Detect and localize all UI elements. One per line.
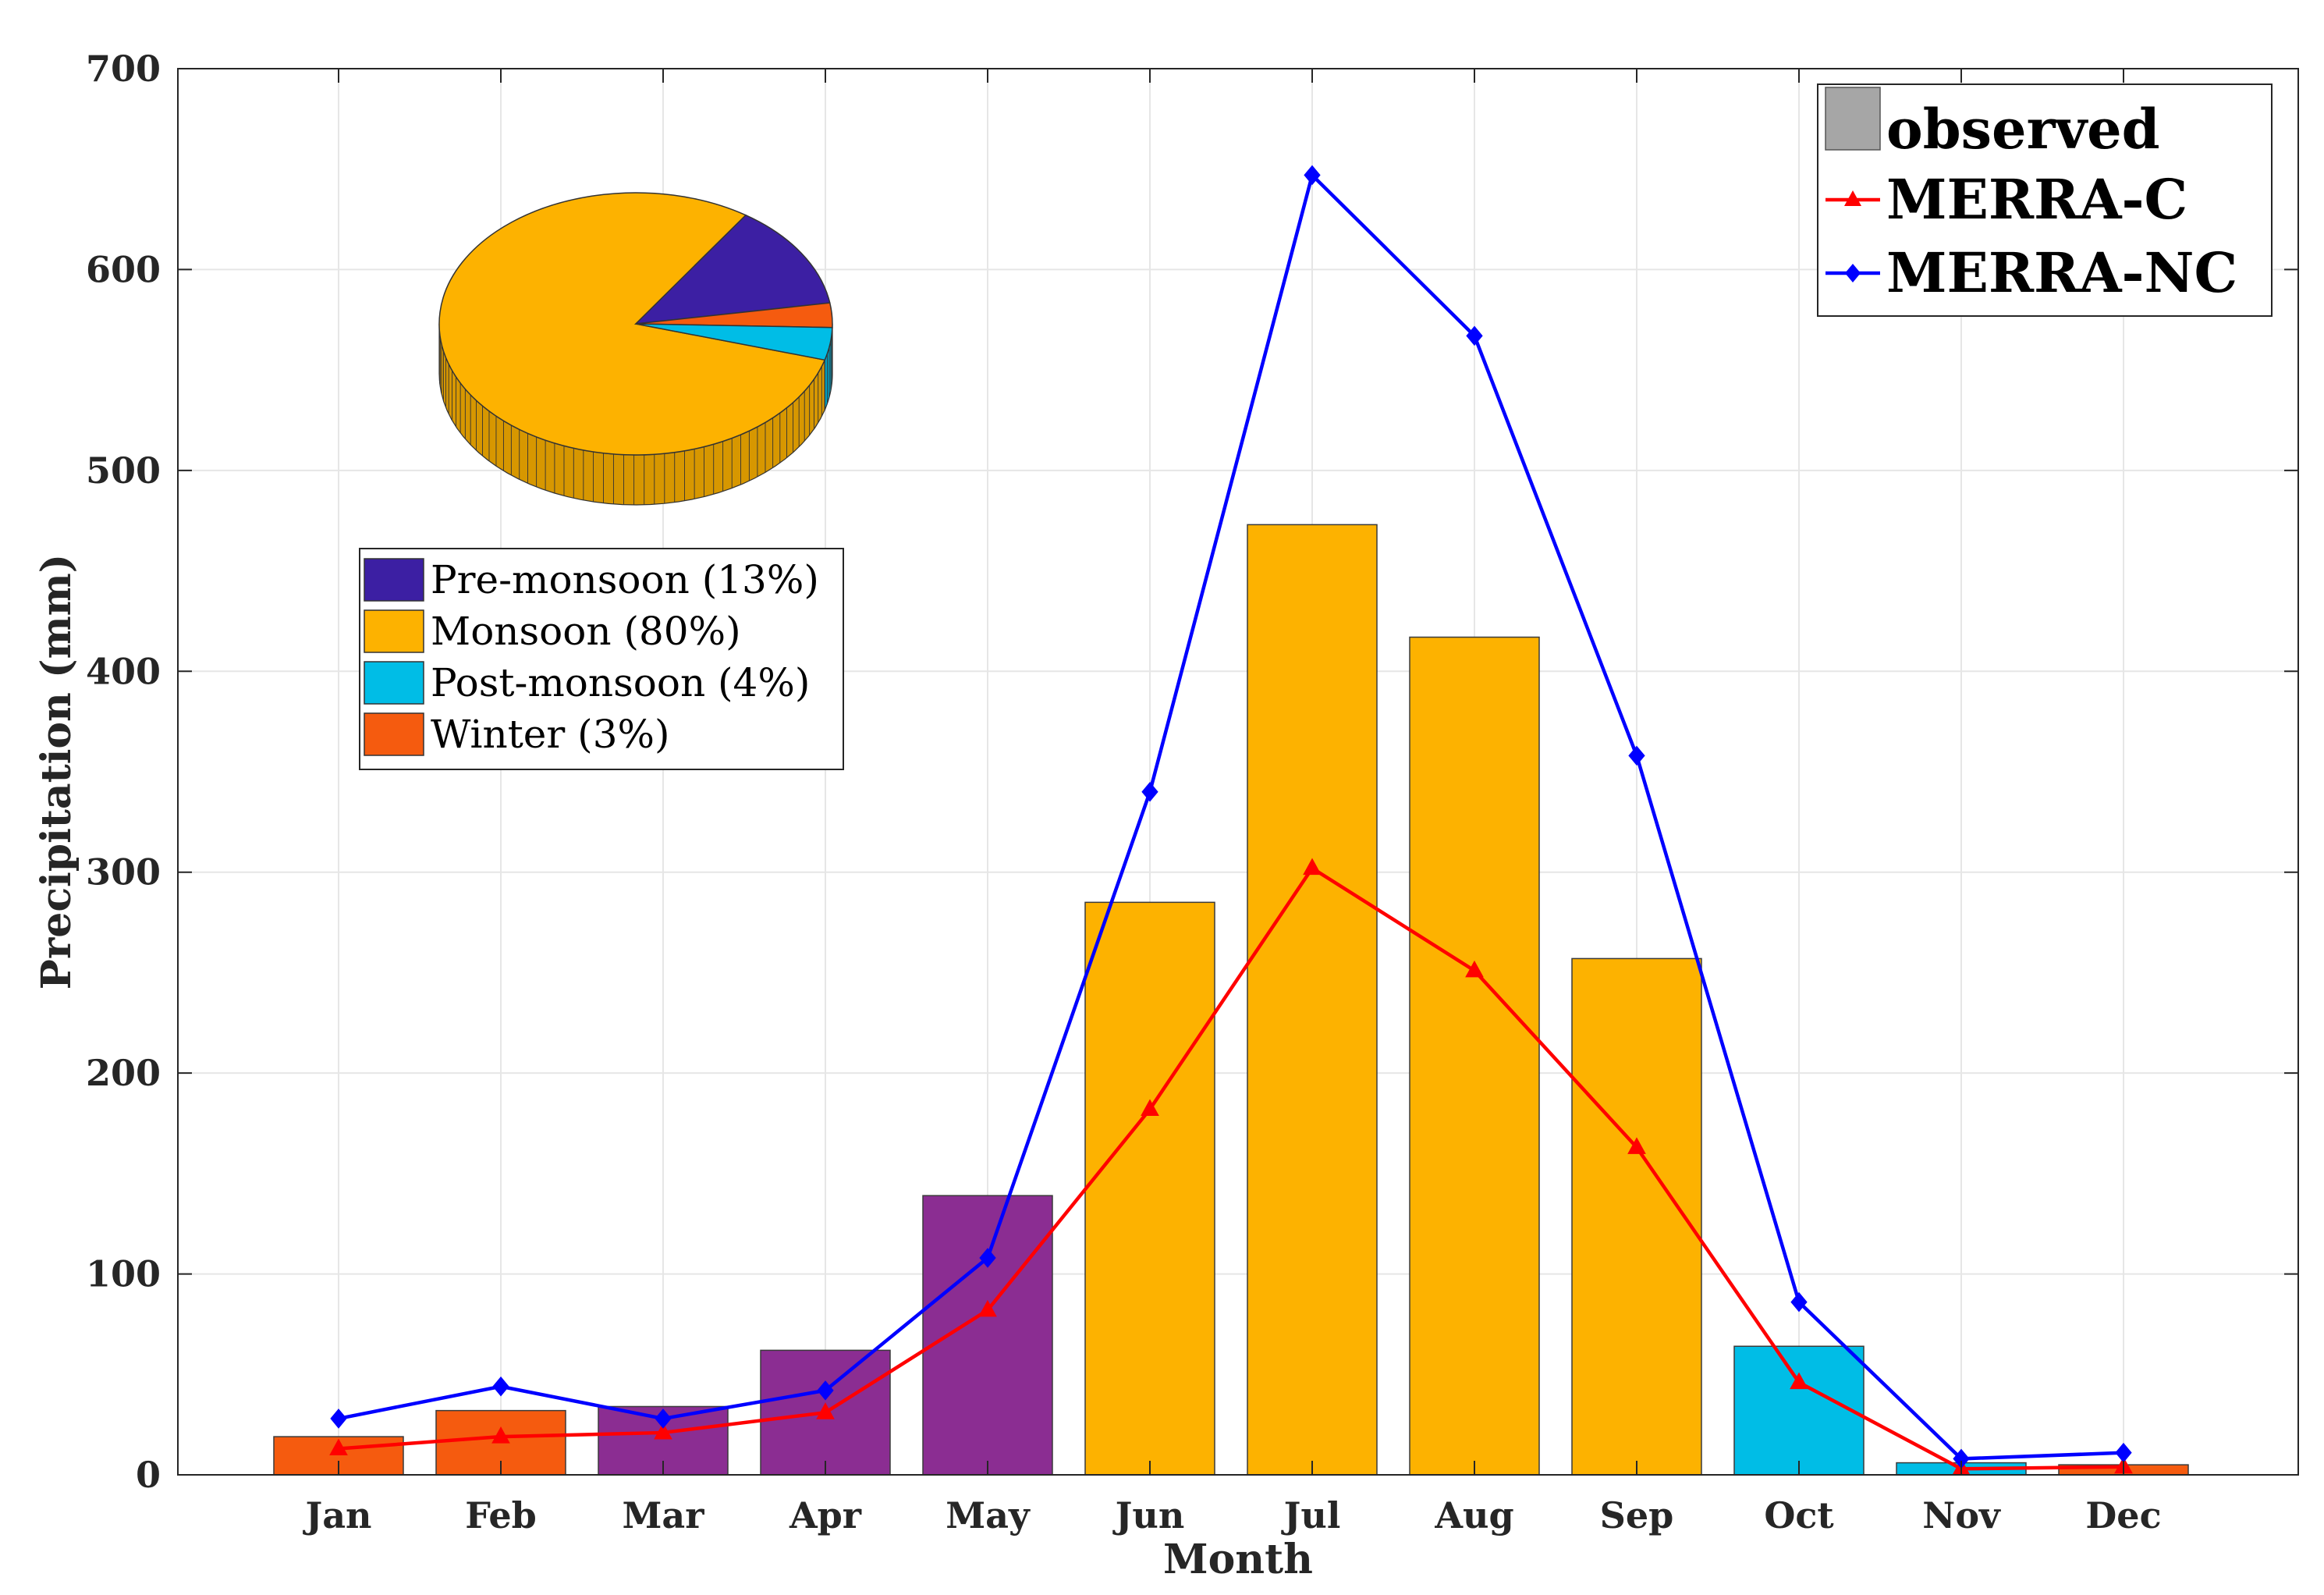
y-tick-label: 200: [86, 1052, 161, 1094]
legend-marker: [1844, 190, 1861, 206]
merra-c-line: [338, 865, 2124, 1471]
y-axis-title: Precipitation (mm): [33, 554, 80, 989]
merra-nc-point: [1304, 165, 1321, 186]
pie-legend-label: Monsoon (80%): [431, 609, 741, 654]
x-axis-title: Month: [1163, 1536, 1313, 1583]
inset-pie-chart: [438, 192, 833, 506]
pie-legend-swatch: [364, 609, 424, 653]
bar-jul: [1247, 524, 1378, 1476]
x-tick-label: Jan: [302, 1494, 371, 1536]
x-tick-label: Jul: [1281, 1494, 1341, 1536]
bar-aug: [1409, 636, 1540, 1476]
x-tick-label: Feb: [465, 1494, 537, 1536]
merra-c-point: [1303, 858, 1322, 876]
pie-slice: [633, 214, 831, 325]
merra-c-point: [816, 1402, 835, 1419]
pie-legend: Pre-monsoon (13%) Monsoon (80%) Post-monso…: [359, 548, 844, 770]
x-tick-label: Sep: [1600, 1494, 1674, 1536]
legend-label-merra-c: MERRA-C: [1886, 167, 2187, 232]
axes: 0 100 200 300 400 500 600 700 Jan Feb Mar Apr May Jun…: [86, 48, 2298, 1536]
y-tick-label: 100: [86, 1253, 161, 1295]
merra-c-point: [1627, 1137, 1646, 1154]
pie-legend-swatch: [364, 661, 424, 705]
pie-legend-label: Pre-monsoon (13%): [431, 557, 819, 602]
merra-nc-line: [338, 172, 2124, 1461]
legend-label-observed: observed: [1886, 97, 2160, 162]
legend-label-merra-nc: MERRA-NC: [1886, 240, 2237, 305]
legend-swatch-observed: [1825, 87, 1881, 151]
y-tick-label: 500: [86, 449, 161, 492]
x-tick-label: Dec: [2085, 1494, 2161, 1536]
merra-c-point: [491, 1426, 510, 1444]
pie-legend-label: Winter (3%): [431, 712, 670, 757]
merra-c-point: [329, 1438, 348, 1456]
y-tick-label: 400: [86, 650, 161, 692]
merra-nc-point: [655, 1409, 672, 1429]
merra-c-point: [978, 1299, 997, 1317]
pie-legend-box: [359, 548, 844, 770]
merra-c-point: [1790, 1372, 1808, 1390]
merra-nc-point: [492, 1376, 509, 1397]
bar-jun: [1084, 901, 1215, 1476]
merra-nc-point: [817, 1380, 834, 1401]
bar-oct: [1733, 1345, 1865, 1476]
pie-slice: [635, 323, 833, 361]
y-tick-label: 700: [86, 48, 161, 90]
merra-nc-point: [1790, 1291, 1808, 1313]
x-tick-label: Jun: [1112, 1494, 1185, 1536]
legend-marker: [1845, 264, 1861, 282]
merra-nc-point: [1628, 745, 1645, 766]
y-tick-label: 0: [136, 1454, 161, 1496]
merra-nc-point: [330, 1409, 347, 1429]
pie-legend-swatch: [364, 712, 424, 756]
pie-legend-swatch: [364, 558, 424, 602]
pie-legend-label: Post-monsoon (4%): [431, 660, 810, 705]
y-tick-label: 600: [86, 248, 161, 290]
bar-may: [922, 1195, 1053, 1476]
x-tick-label: May: [946, 1494, 1031, 1536]
merra-nc-point: [1466, 325, 1483, 346]
merra-c-point: [654, 1422, 672, 1440]
merra-c-point: [1141, 1099, 1159, 1116]
x-tick-label: Mar: [623, 1494, 705, 1536]
merra-nc-point: [979, 1248, 996, 1268]
y-tick-label: 300: [86, 851, 161, 893]
x-tick-label: Nov: [1922, 1494, 2001, 1536]
x-tick-label: Oct: [1764, 1494, 1834, 1536]
main-legend-box: [1817, 83, 2273, 317]
model-lines: [329, 165, 2133, 1476]
pie-slice: [438, 192, 826, 456]
plot-area-frame: [177, 68, 2299, 1476]
x-tick-label: Apr: [789, 1494, 862, 1536]
bar-sep: [1571, 957, 1702, 1476]
merra-nc-point: [1141, 781, 1158, 802]
merra-c-point: [1465, 960, 1484, 978]
x-tick-label: Aug: [1434, 1494, 1513, 1536]
